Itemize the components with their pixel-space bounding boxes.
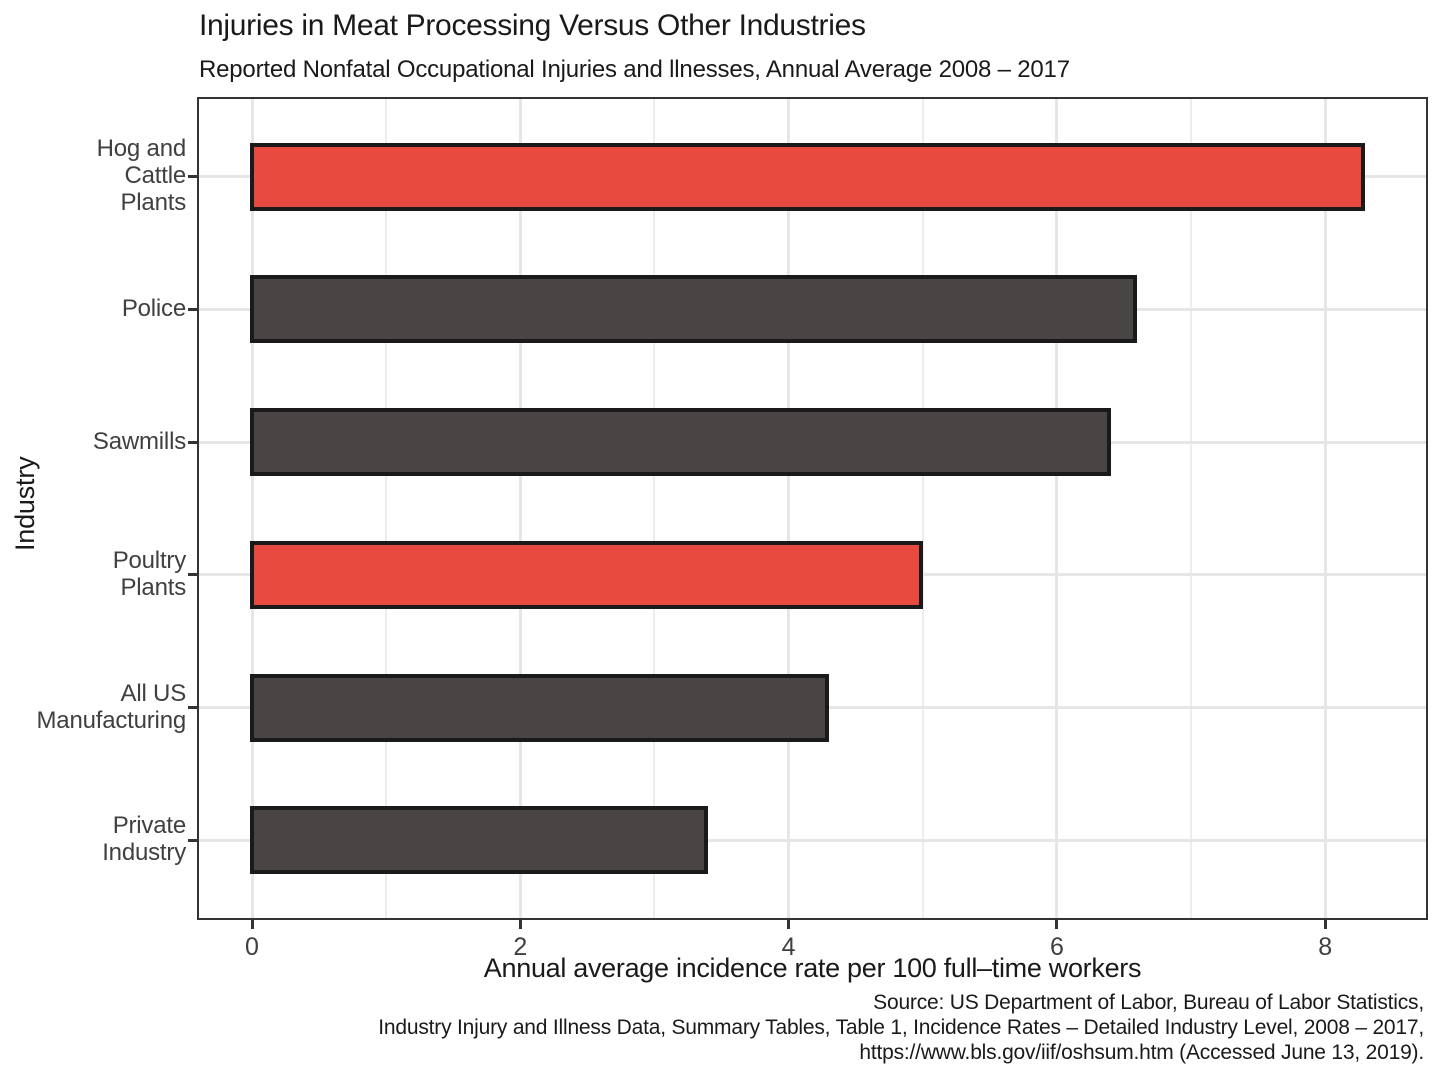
x-tick-8 [1323,920,1327,929]
y-tick-5 [188,706,197,710]
x-tick-0 [250,920,254,929]
y-tick-3 [188,440,197,444]
chart-title: Injuries in Meat Processing Versus Other… [199,9,866,42]
y-category-label-line: Plants [120,573,186,601]
bar-hog-and-cattle-plants [250,142,1366,211]
x-tick-6 [1055,920,1059,929]
y-category-label-6: Private Industry [0,812,186,866]
y-category-label-line: Manufacturing [36,706,187,734]
y-category-label-line: Industry [102,839,186,867]
y-category-label-line: Poultry [112,546,186,574]
plot-panel [197,97,1428,920]
gridline-major-4 [787,97,791,920]
y-category-label-line: Police [121,294,186,322]
caption-line-2: Industry Injury and Illness Data, Summar… [378,1016,1424,1039]
gridline-minor-3 [653,97,656,920]
x-tick-label-0: 0 [245,933,259,961]
y-category-label-line: Hog and [96,135,187,163]
y-category-label-3: Sawmills [0,428,186,455]
chart-subtitle: Reported Nonfatal Occupational Injuries … [199,56,1070,83]
y-category-label-4: Poultry Plants [0,547,186,601]
gridline-major-0 [250,97,254,920]
y-category-label-5: All US Manufacturing [0,679,187,734]
y-category-label-line: Cattle [124,162,187,190]
y-tick-6 [188,838,197,842]
gridline-major-2 [518,97,522,920]
x-tick-label-2: 2 [513,933,528,961]
x-axis-title: Annual average incidence rate per 100 fu… [483,953,1142,983]
gridline-major-8 [1323,97,1327,920]
gridline-row-6 [197,838,1428,842]
y-category-label-line: All US [120,679,187,707]
bar-sawmills [250,408,1111,477]
bar-all-us-manufacturing [250,673,829,742]
y-category-label-line: Plants [120,189,186,217]
y-axis-title: Industry [10,456,40,551]
x-tick-label-4: 4 [781,933,796,961]
x-tick-label-6: 6 [1049,933,1064,961]
y-category-label-1: Hog and Cattle Plants [0,135,187,217]
bar-police [250,275,1138,344]
x-tick-2 [518,920,522,929]
y-category-label-2: Police [0,295,186,322]
y-category-label-line: Sawmills [92,427,186,455]
caption-line-1: Source: US Department of Labor, Bureau o… [873,991,1424,1014]
x-tick-label-8: 8 [1318,933,1333,961]
gridline-minor-7 [1190,97,1193,920]
y-category-label-line: Private [112,812,186,840]
y-tick-4 [188,573,197,577]
bar-private-industry [250,806,709,875]
source-caption: Source: US Department of Labor, Bureau o… [378,990,1424,1065]
gridline-minor-1 [385,97,388,920]
caption-line-3: https://www.bls.gov/iif/oshsum.htm (Acce… [859,1041,1424,1064]
y-tick-2 [188,307,197,311]
gridline-major-6 [1055,97,1059,920]
x-tick-4 [787,920,791,929]
y-tick-1 [188,175,197,179]
gridline-minor-5 [921,97,924,920]
bar-poultry-plants [250,540,923,609]
